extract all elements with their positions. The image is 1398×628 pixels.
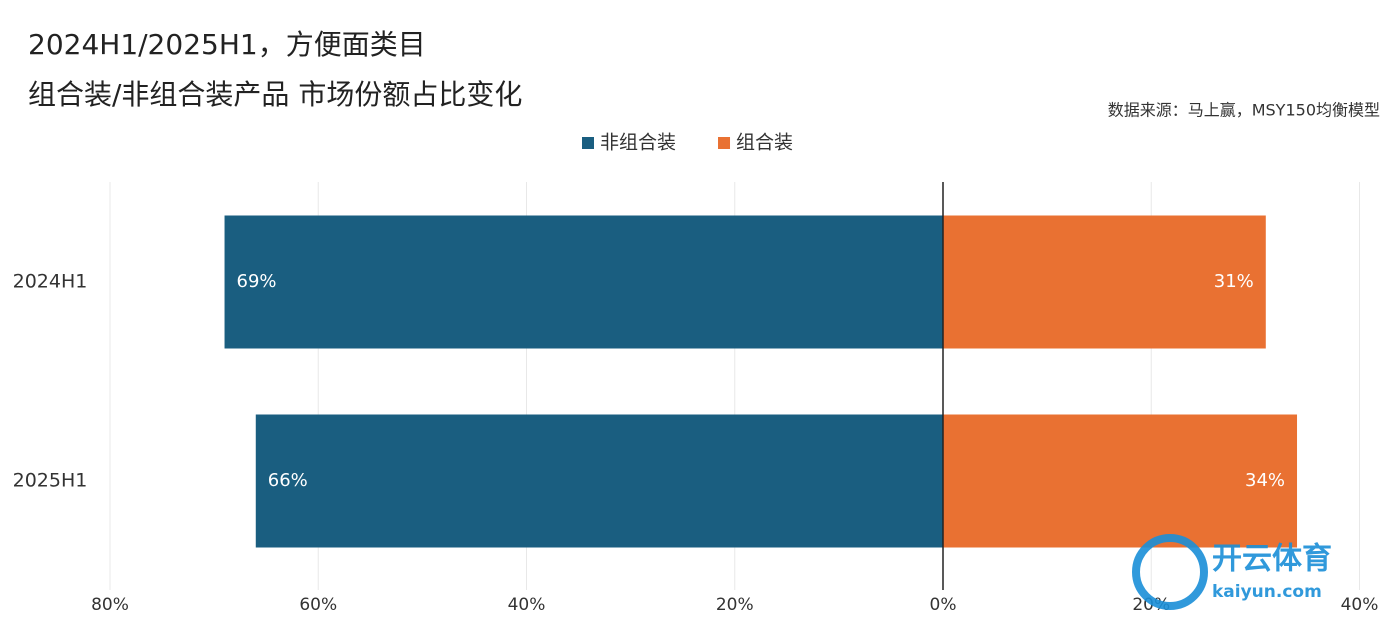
- legend-swatch: [718, 137, 731, 149]
- x-tick-label: 0%: [930, 595, 957, 615]
- watermark-name: 开云体育: [1212, 542, 1332, 577]
- legend-label: 非组合装: [600, 132, 676, 154]
- x-tick-label: 20%: [716, 595, 754, 615]
- x-tick-label: 60%: [299, 595, 337, 615]
- y-tick-label: 2025H1: [13, 470, 88, 492]
- watermark-logo: [1132, 534, 1208, 610]
- legend-label: 组合装: [736, 132, 793, 154]
- value-label: 69%: [237, 271, 277, 292]
- bar: [943, 414, 1298, 548]
- chart-title: 组合装/非组合装产品 市场份额占比变化: [28, 78, 522, 111]
- x-tick-label: 40%: [508, 595, 546, 615]
- bar: [224, 215, 944, 349]
- bar: [255, 414, 943, 548]
- x-tick-label: 40%: [1341, 595, 1379, 615]
- plot: 80% 60% 40% 20% 0% 20% 40%2024H1 69% 31%2025H1 66…: [13, 132, 1379, 616]
- value-label: 66%: [268, 470, 308, 491]
- value-label: 31%: [1214, 271, 1254, 292]
- source: 数据来源：马上赢，MSY150均衡模型: [1108, 101, 1380, 120]
- y-tick-label: 2024H1: [13, 271, 88, 293]
- value-label: 34%: [1245, 470, 1285, 491]
- watermark-site: kaiyun.com: [1212, 582, 1322, 602]
- bar: [943, 215, 1266, 349]
- legend-swatch: [582, 137, 594, 149]
- chart-title: 2024H1/2025H1，方便面类目: [28, 28, 426, 61]
- x-tick-label: 80%: [91, 595, 129, 615]
- watermark: 开云体育 kaiyun.com: [1132, 534, 1332, 610]
